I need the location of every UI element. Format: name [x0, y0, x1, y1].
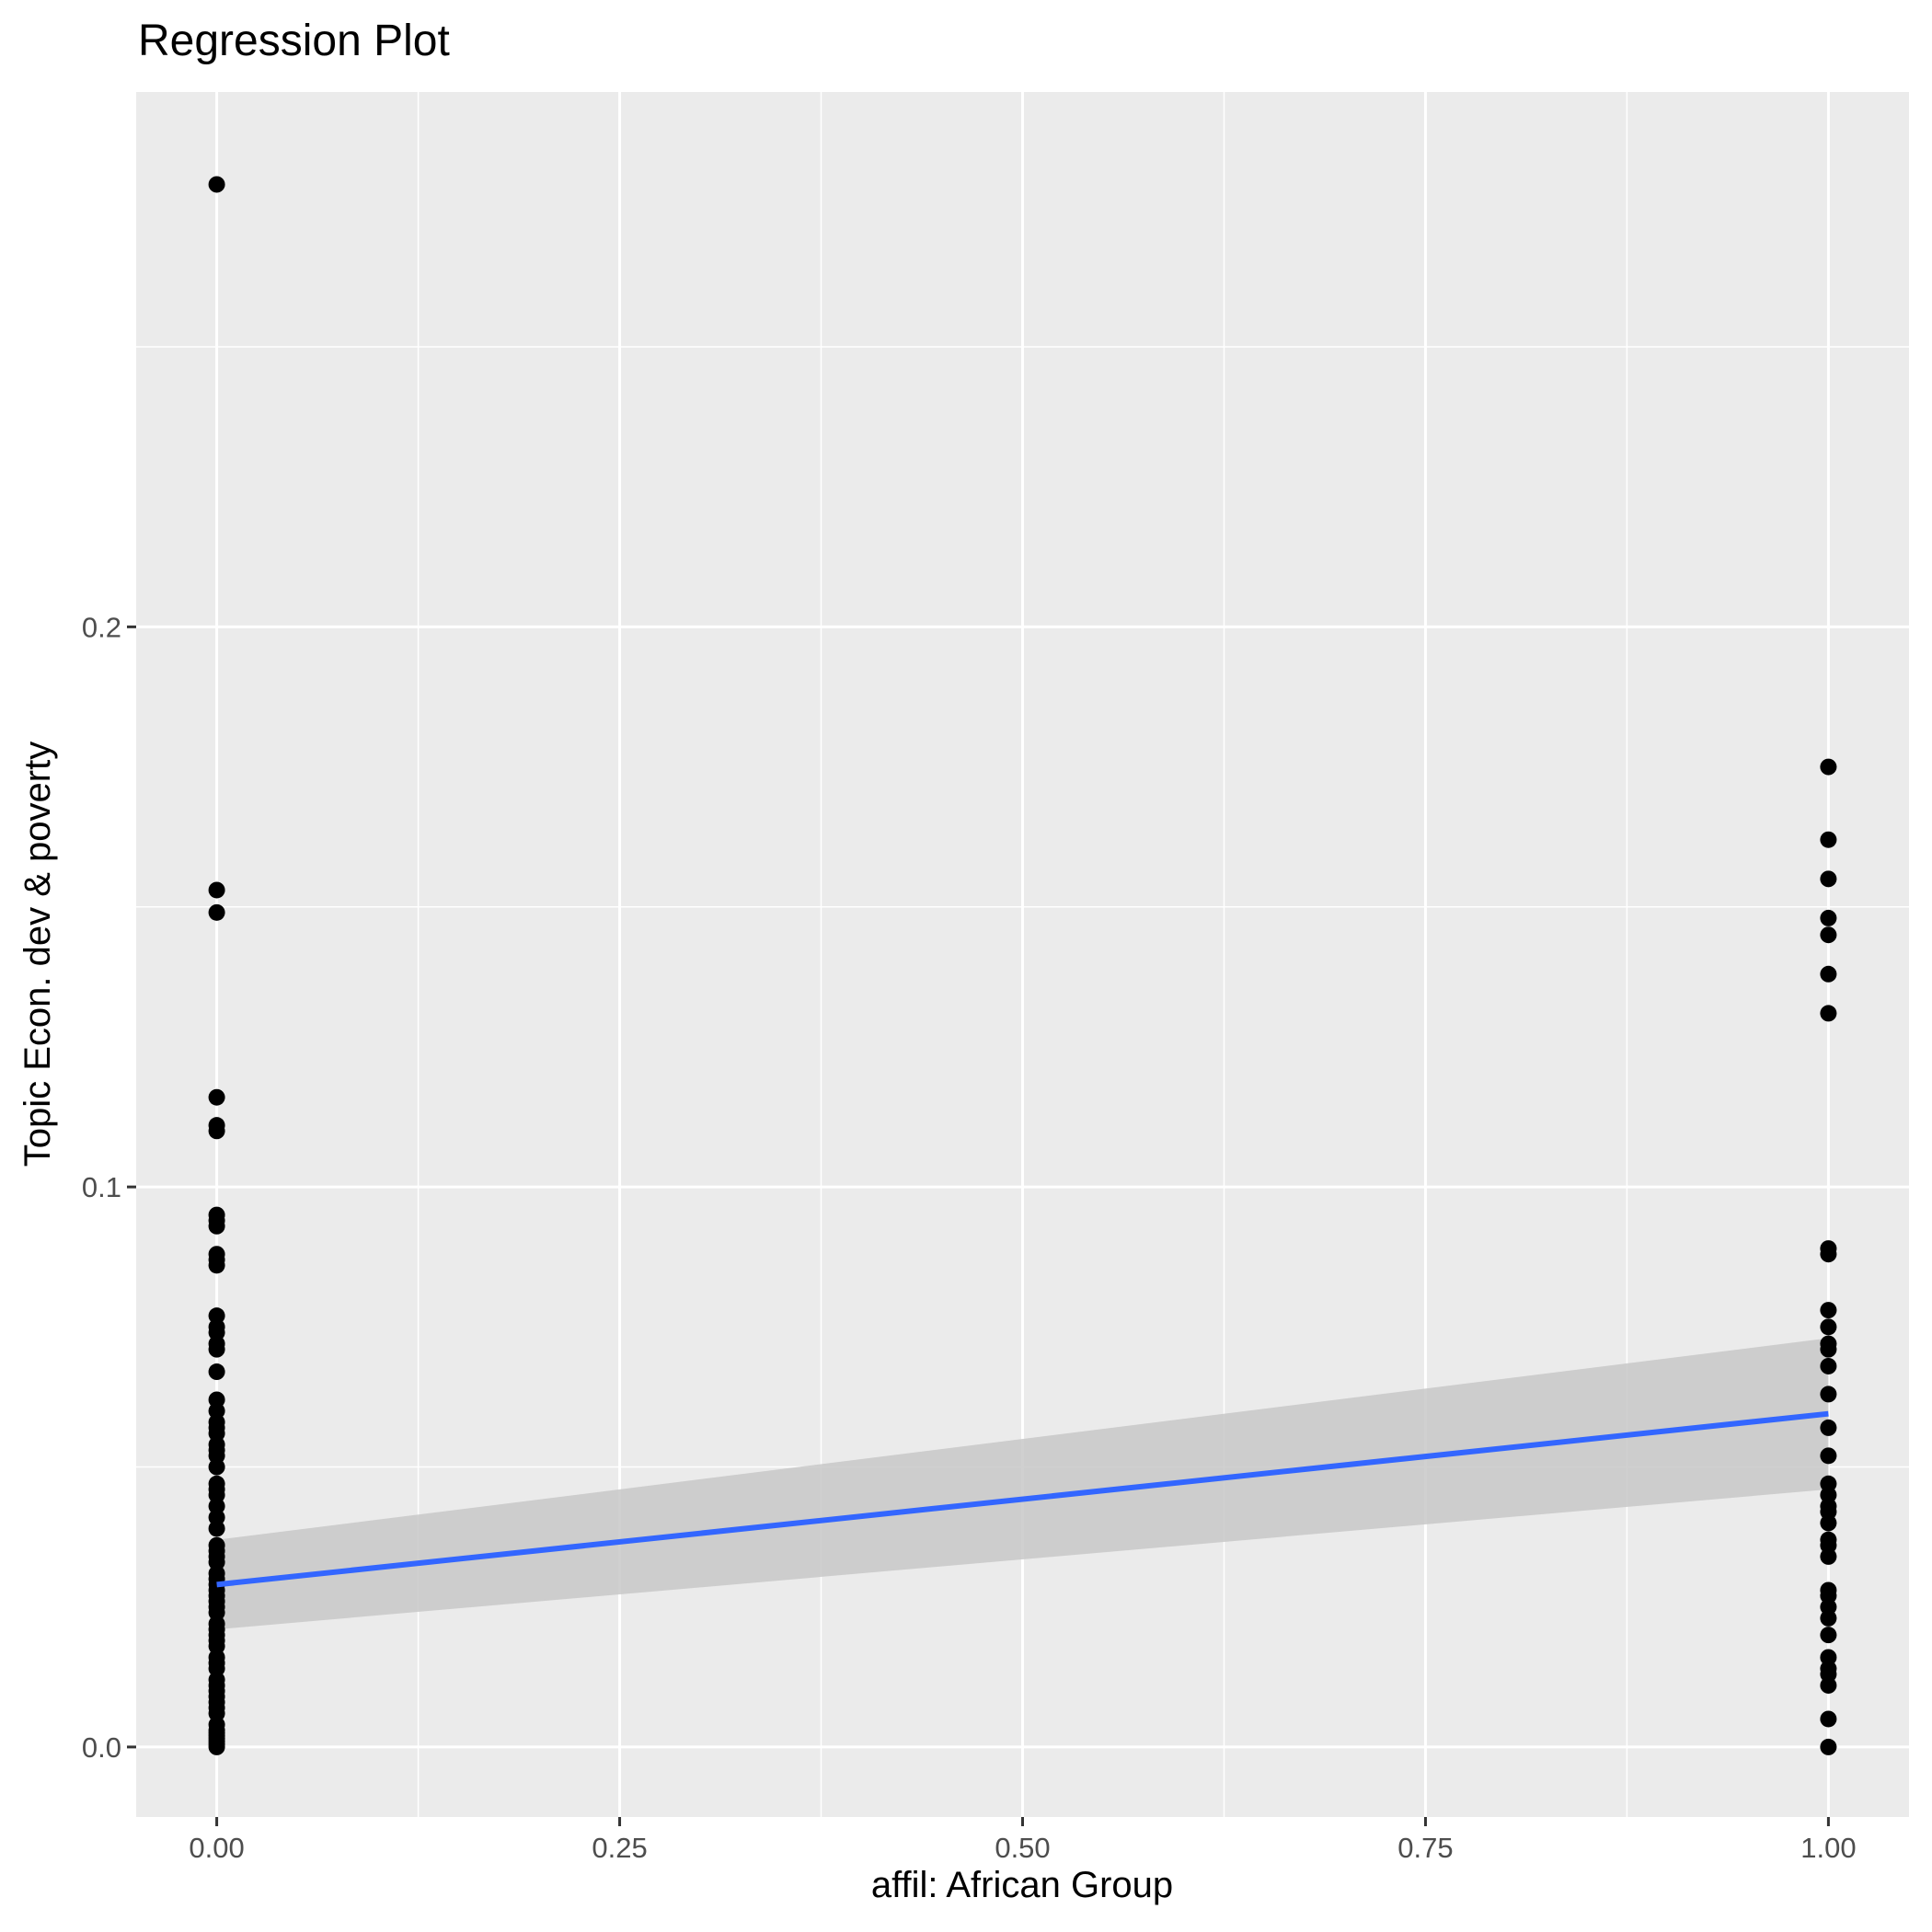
- scatter-points: [208, 176, 1837, 1755]
- data-point: [208, 1088, 225, 1106]
- confidence-band-area: [216, 1338, 1829, 1630]
- data-point: [208, 1547, 225, 1565]
- x-tick-label: 1.00: [1800, 1832, 1856, 1864]
- data-point: [208, 1676, 225, 1694]
- data-point: [1820, 1340, 1837, 1358]
- data-point: [1820, 1676, 1837, 1694]
- y-axis: 0.0 0.1 0.2: [82, 611, 136, 1764]
- data-point: [1820, 1609, 1837, 1627]
- data-point: [208, 1335, 225, 1352]
- data-point: [208, 1724, 225, 1742]
- data-point: [1820, 1738, 1837, 1755]
- y-tick-label: 0.2: [82, 611, 121, 643]
- data-point: [1820, 1386, 1837, 1403]
- data-point: [208, 1593, 225, 1610]
- data-point: [1820, 1447, 1837, 1465]
- data-point: [208, 1212, 225, 1229]
- data-point: [208, 1621, 225, 1639]
- y-tick-label: 0.0: [82, 1731, 121, 1764]
- x-tick-label: 0.00: [189, 1832, 244, 1864]
- y-tick-label: 0.1: [82, 1171, 121, 1203]
- x-tick-label: 0.25: [592, 1832, 647, 1864]
- data-point: [208, 1660, 225, 1677]
- data-point: [208, 1458, 225, 1476]
- data-point: [208, 1363, 225, 1381]
- data-point: [1820, 1357, 1837, 1374]
- x-axis-title: affil: African Group: [871, 1865, 1173, 1905]
- data-point: [1820, 1710, 1837, 1728]
- data-point: [1820, 1419, 1837, 1436]
- data-point: [1820, 1318, 1837, 1336]
- data-point: [208, 903, 225, 921]
- x-axis: 0.00 0.25 0.50 0.75 1.00: [189, 1817, 1857, 1864]
- data-point: [208, 1520, 225, 1537]
- data-point: [208, 1442, 225, 1459]
- data-point: [1820, 758, 1837, 776]
- x-tick-label: 0.50: [995, 1832, 1050, 1864]
- data-point: [1820, 1005, 1837, 1022]
- data-point: [1820, 909, 1837, 926]
- chart-title: Regression Plot: [138, 17, 450, 65]
- data-point: [1820, 870, 1837, 888]
- data-point: [208, 1475, 225, 1492]
- data-point: [208, 881, 225, 899]
- confidence-band: [216, 1338, 1829, 1630]
- regression-line-path: [216, 1410, 1829, 1588]
- data-point: [208, 176, 225, 193]
- data-point: [1820, 926, 1837, 944]
- data-point: [1820, 1302, 1837, 1319]
- data-point: [208, 1246, 225, 1263]
- data-point: [208, 1419, 225, 1436]
- data-point: [1820, 1246, 1837, 1263]
- y-axis-title: Topic Econ. dev & poverty: [17, 742, 58, 1167]
- data-point: [1820, 831, 1837, 848]
- data-point: [1820, 965, 1837, 983]
- regression-line: [216, 1410, 1829, 1588]
- data-point: [1820, 1627, 1837, 1644]
- data-point: [1820, 1547, 1837, 1565]
- data-point: [1820, 1514, 1837, 1532]
- data-point: [208, 1122, 225, 1140]
- x-tick-label: 0.75: [1397, 1832, 1453, 1864]
